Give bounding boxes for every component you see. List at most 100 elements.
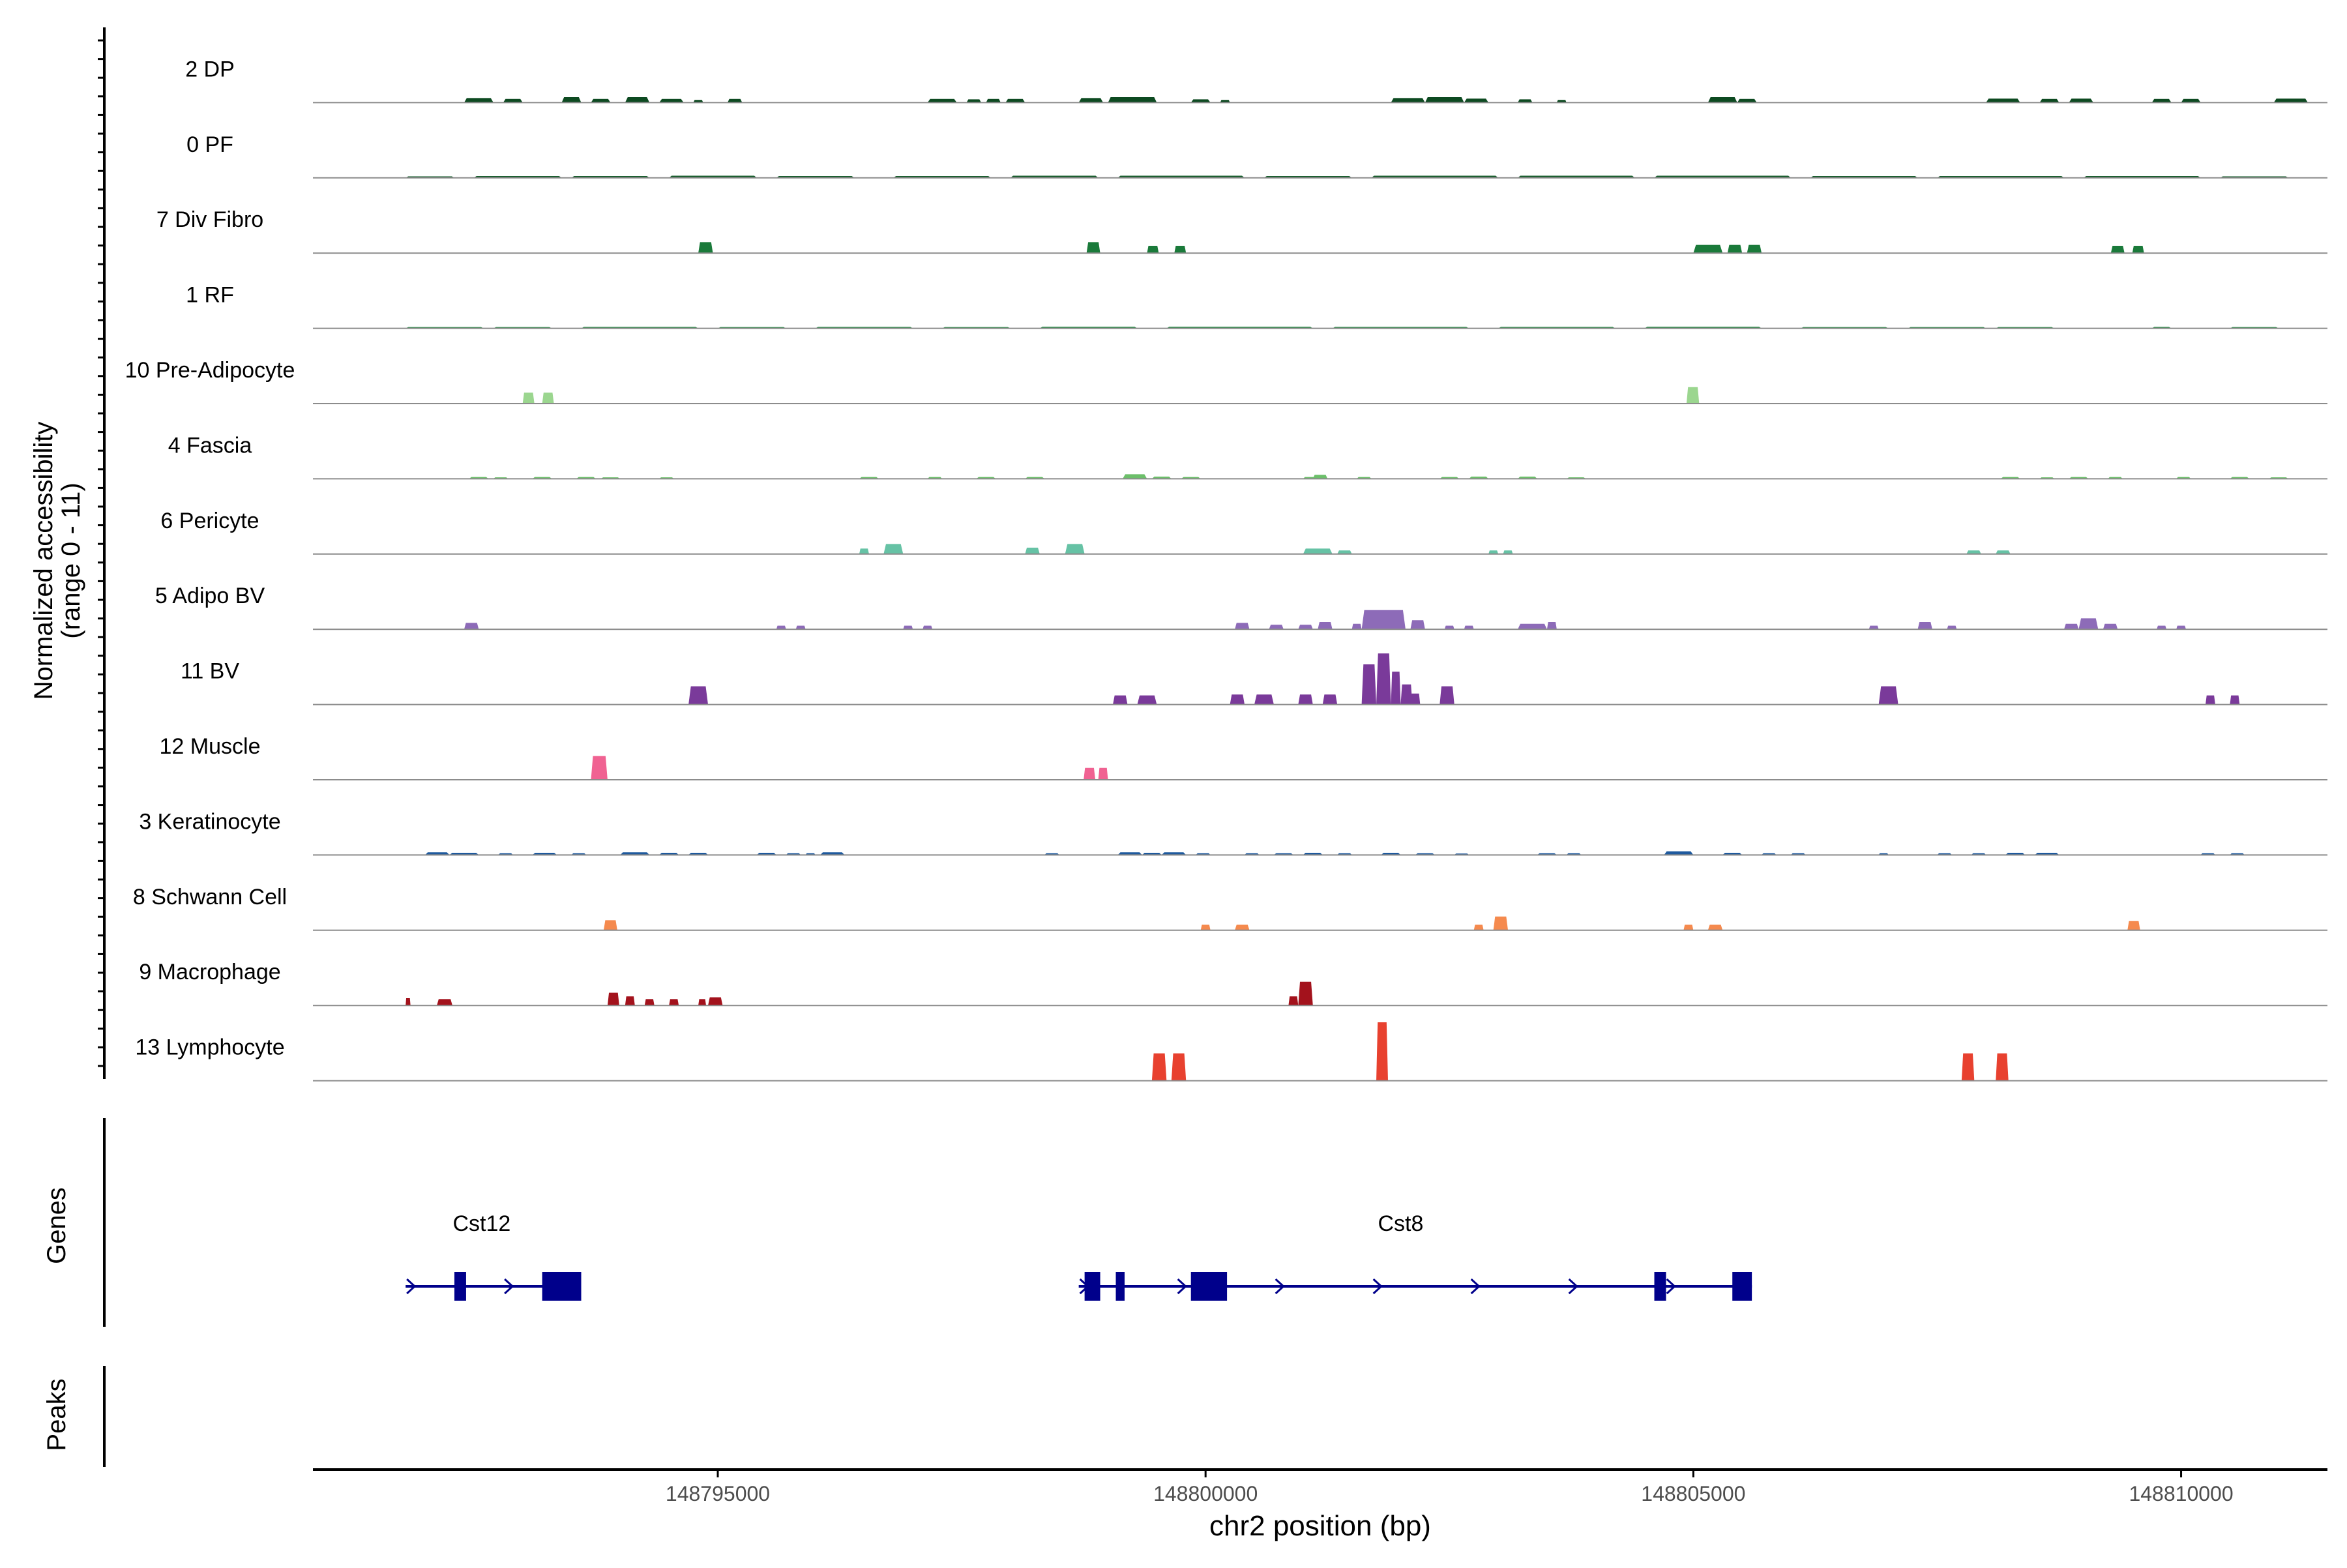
coverage-peak bbox=[625, 97, 650, 103]
track-label: 3 Keratinocyte bbox=[139, 809, 280, 834]
coverage-peak bbox=[1298, 625, 1313, 630]
coverage-peak bbox=[1171, 1053, 1187, 1081]
coverage-peak bbox=[464, 623, 479, 630]
coverage-peak bbox=[1361, 610, 1406, 630]
strand-arrow-icon bbox=[1568, 1278, 1578, 1295]
gene-exon bbox=[1190, 1272, 1228, 1301]
coverage-peak bbox=[1391, 98, 1425, 103]
y-axis-label-line2: (range 0 - 11) bbox=[57, 482, 85, 638]
x-tick-label: 148805000 bbox=[1641, 1482, 1745, 1505]
coverage-peak bbox=[2205, 695, 2215, 705]
track-7-div-fibro: 7 Div Fibro bbox=[156, 207, 2327, 254]
coverage-peak bbox=[1464, 98, 1489, 103]
coverage-peak bbox=[1917, 622, 1932, 630]
coverage-peak bbox=[464, 98, 494, 103]
coverage-peak bbox=[2069, 98, 2093, 103]
x-axis-label: chr2 position (bp) bbox=[1209, 1510, 1431, 1542]
gene-exon bbox=[1654, 1272, 1666, 1301]
coverage-peak bbox=[1546, 622, 1557, 630]
coverage-peak bbox=[1084, 767, 1096, 780]
gene-exon bbox=[454, 1272, 466, 1301]
coverage-peak bbox=[1996, 550, 2011, 554]
coverage-peak bbox=[1693, 244, 1723, 254]
coverage-peak bbox=[1174, 246, 1187, 254]
coverage-peak bbox=[2103, 623, 2118, 630]
track-label: 8 Schwann Cell bbox=[133, 885, 287, 910]
coverage-peak bbox=[1503, 550, 1513, 554]
coverage-peak bbox=[503, 98, 523, 103]
coverage-peak bbox=[425, 852, 450, 855]
coverage-peak bbox=[1235, 925, 1250, 930]
coverage-peak bbox=[2176, 625, 2187, 630]
coverage-peak bbox=[1151, 1053, 1167, 1081]
coverage-peak bbox=[795, 625, 806, 630]
track-0-pf: 0 PF bbox=[186, 132, 2327, 179]
coverage-peak bbox=[2110, 246, 2125, 254]
coverage-peak bbox=[1683, 925, 1694, 930]
track-4-fascia: 4 Fascia bbox=[168, 433, 2327, 480]
coverage-peak bbox=[1424, 97, 1464, 103]
coverage-peak bbox=[1410, 693, 1421, 705]
coverage-peak bbox=[1391, 672, 1401, 705]
coverage-peak bbox=[1473, 925, 1484, 930]
track-label: 1 RF bbox=[186, 283, 234, 308]
coverage-peak bbox=[2078, 618, 2099, 630]
strand-arrow-icon bbox=[1666, 1278, 1676, 1295]
track-label: 12 Muscle bbox=[160, 734, 261, 759]
coverage-peak bbox=[2230, 695, 2240, 705]
x-tick-label: 148795000 bbox=[666, 1482, 770, 1505]
coverage-peak bbox=[1322, 694, 1338, 705]
track-1-rf: 1 RF bbox=[186, 283, 2327, 329]
gene-exon bbox=[1115, 1272, 1125, 1301]
coverage-peak bbox=[927, 98, 957, 103]
coverage-peak bbox=[669, 999, 679, 1006]
coverage-peak bbox=[1269, 625, 1284, 630]
coverage-peak bbox=[1400, 684, 1413, 705]
coverage-peak bbox=[1147, 246, 1159, 254]
coverage-peak bbox=[1868, 625, 1879, 630]
x-tick-label: 148810000 bbox=[2129, 1482, 2233, 1505]
track-5-adipo-bv: 5 Adipo BV bbox=[155, 584, 2327, 630]
coverage-peak bbox=[727, 98, 743, 103]
coverage-peak bbox=[1464, 625, 1474, 630]
track-3-keratinocyte: 3 Keratinocyte bbox=[139, 809, 2327, 856]
coverage-peak bbox=[1318, 622, 1333, 630]
coverage-peak bbox=[1230, 694, 1245, 705]
coverage-peak bbox=[1493, 916, 1509, 930]
coverage-peak bbox=[966, 99, 982, 103]
coverage-peak bbox=[1444, 625, 1454, 630]
coverage-peak bbox=[1108, 97, 1157, 103]
coverage-peak bbox=[2132, 246, 2144, 254]
coverage-peak bbox=[1065, 544, 1085, 554]
track-8-schwann-cell: 8 Schwann Cell bbox=[133, 885, 2327, 931]
coverage-peak bbox=[561, 97, 582, 103]
coverage-peak bbox=[1113, 695, 1128, 705]
track-label: 2 DP bbox=[185, 57, 235, 81]
track-6-pericyte: 6 Pericyte bbox=[160, 509, 2327, 555]
coverage-peak bbox=[1337, 550, 1352, 554]
coverage-peak bbox=[1161, 852, 1187, 855]
coverage-peak bbox=[1707, 97, 1737, 103]
gene-cst12[interactable]: Cst12 bbox=[406, 1211, 582, 1301]
coverage-peak bbox=[923, 625, 933, 630]
coverage-peak bbox=[708, 997, 723, 1006]
coverage-peak bbox=[1220, 100, 1230, 103]
coverage-peak bbox=[1966, 550, 1981, 554]
coverage-peak bbox=[1361, 664, 1377, 705]
coverage-peak bbox=[1488, 550, 1499, 554]
coverage-peak bbox=[607, 992, 619, 1006]
coverage-peak bbox=[1312, 475, 1328, 479]
x-axis-ticks: 148795000 148800000 148805000 148810000 bbox=[666, 1470, 2234, 1505]
y-axis-label-line1: Normalized accessibility bbox=[29, 422, 58, 700]
coverage-peak bbox=[1298, 694, 1313, 705]
track-label: 0 PF bbox=[186, 132, 233, 157]
gene-label: Cst12 bbox=[452, 1211, 510, 1236]
track-label: 5 Adipo BV bbox=[155, 584, 265, 608]
coverage-peak bbox=[620, 852, 650, 855]
gene-cst8[interactable]: Cst8 bbox=[1078, 1211, 1752, 1301]
gene-exon bbox=[1084, 1272, 1100, 1301]
coverage-peak bbox=[1518, 623, 1547, 630]
coverage-peak bbox=[1254, 694, 1274, 705]
track-label: 13 Lymphocyte bbox=[135, 1035, 284, 1060]
coverage-peak bbox=[2127, 921, 2140, 930]
